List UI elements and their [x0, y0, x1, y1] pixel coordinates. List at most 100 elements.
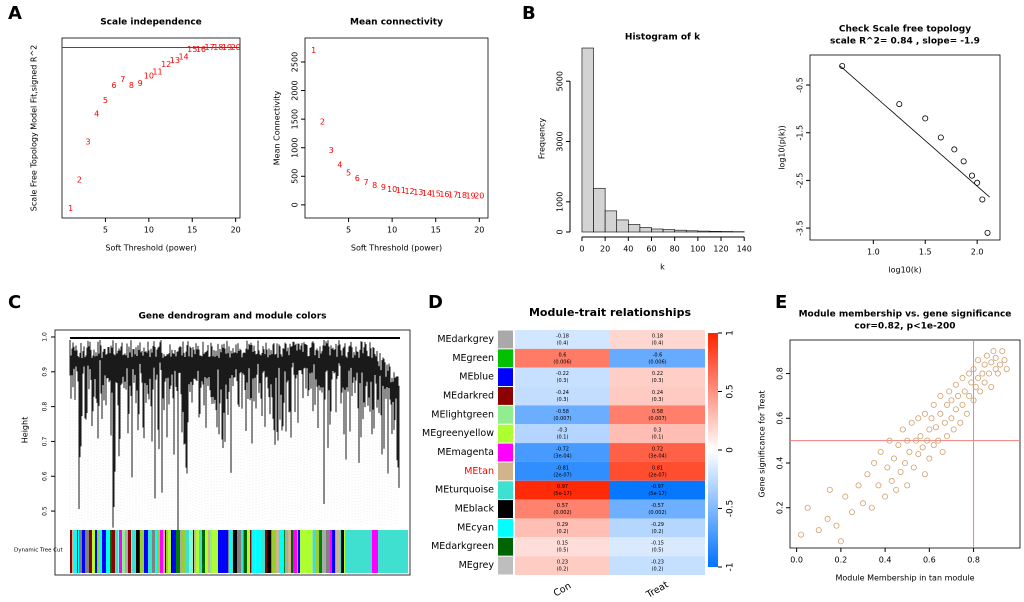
module-color	[165, 530, 166, 573]
x-tick-label: 20	[231, 226, 241, 235]
point	[908, 419, 915, 426]
module-color	[202, 530, 205, 573]
point	[842, 493, 849, 500]
x-tick-label: 80	[670, 245, 680, 254]
cell-pvalue: (0.1)	[557, 435, 569, 441]
chart-subtitle: cor=0.82, p<1e-200	[854, 322, 955, 332]
point-label: 8	[372, 181, 377, 190]
cell-value: 0.22	[652, 371, 663, 377]
point	[968, 379, 975, 386]
heatmap-cell	[515, 461, 610, 481]
cell-pvalue: (0.006)	[648, 359, 666, 365]
chart-title: Scale independence	[100, 18, 202, 28]
module-color	[210, 530, 212, 573]
y-axis-label: log10(p(k))	[778, 125, 787, 170]
cell-pvalue: (0.2)	[557, 529, 569, 535]
cell-value: -0.97	[651, 484, 664, 490]
plot-frame	[54, 329, 411, 576]
point	[824, 515, 831, 522]
point	[922, 115, 929, 122]
module-color	[128, 530, 131, 573]
row-color	[498, 405, 513, 424]
module-color	[72, 530, 73, 573]
y-tick-label: 500	[291, 169, 300, 184]
point	[804, 504, 811, 511]
heatmap-cell	[515, 330, 610, 349]
module-color	[244, 530, 247, 573]
module-color	[208, 530, 210, 573]
heatmap-cell	[515, 424, 610, 444]
x-tick-label: 5	[346, 226, 351, 235]
point	[988, 359, 995, 366]
point	[921, 410, 928, 417]
x-tick-label: 60	[646, 245, 656, 254]
module-color	[115, 530, 117, 573]
module-color	[110, 530, 112, 573]
cell-value: -0.29	[651, 522, 664, 528]
point	[966, 370, 973, 377]
point	[839, 62, 846, 69]
point	[917, 433, 924, 440]
cell-value: -0.3	[558, 428, 568, 434]
row-color	[498, 518, 513, 537]
point-label: 14	[178, 52, 188, 61]
point	[946, 388, 953, 395]
heatmap-cell	[610, 405, 705, 425]
point-label: 16	[196, 45, 206, 54]
cell-value: 0.57	[557, 503, 568, 509]
row-color	[498, 500, 513, 518]
y-tick-label: 1500	[291, 109, 300, 129]
point	[855, 482, 862, 489]
row-label: MEturquoise	[435, 485, 494, 496]
point	[970, 366, 977, 373]
module-color	[166, 530, 167, 573]
point	[935, 437, 942, 444]
point	[919, 444, 926, 451]
row-color	[498, 349, 513, 368]
point-label: 5	[103, 96, 108, 105]
y-axis-label: Mean Connectivity	[273, 91, 282, 166]
scale-tick-label: -1	[726, 563, 736, 572]
module-color	[101, 530, 102, 573]
chart-subtitle: scale R^2= 0.84 , slope= -1.9	[830, 37, 980, 47]
y-tick-label: 0.6	[42, 471, 49, 481]
point	[798, 531, 805, 538]
point	[904, 482, 911, 489]
module-color	[171, 530, 172, 573]
y-tick-label: 0.9	[42, 367, 49, 377]
point-label: 10	[144, 71, 154, 80]
scale-tick-label: -0.5	[726, 500, 736, 518]
point	[952, 406, 959, 413]
cell-pvalue: (0.5)	[557, 548, 569, 554]
cell-pvalue: (3e-04)	[553, 454, 571, 460]
point-label: 19	[222, 43, 232, 52]
point	[886, 437, 893, 444]
module-color	[279, 530, 280, 573]
module-color	[247, 530, 250, 573]
point-label: 15	[431, 190, 441, 199]
point	[868, 504, 875, 511]
bar	[639, 227, 652, 233]
row-label: MEgreen	[452, 353, 494, 364]
row-label: MElightgreen	[431, 409, 494, 420]
x-tick-label: 10	[144, 226, 154, 235]
module-color	[112, 530, 115, 573]
row-color	[498, 424, 513, 443]
point	[913, 437, 920, 444]
point	[999, 348, 1006, 355]
point	[986, 370, 993, 377]
module-color	[276, 530, 279, 573]
module-color	[332, 530, 335, 573]
module-color	[218, 530, 228, 573]
cell-value: 0.24	[652, 390, 663, 396]
cell-pvalue: (0.2)	[652, 529, 664, 535]
point	[848, 509, 855, 516]
point	[884, 464, 891, 471]
module-color	[272, 530, 276, 573]
point	[882, 493, 889, 500]
point	[950, 426, 957, 433]
bar	[581, 47, 594, 233]
chart-title: Module-trait relationships	[529, 306, 691, 319]
module-color	[89, 530, 92, 573]
heatmap-cell	[610, 518, 705, 538]
